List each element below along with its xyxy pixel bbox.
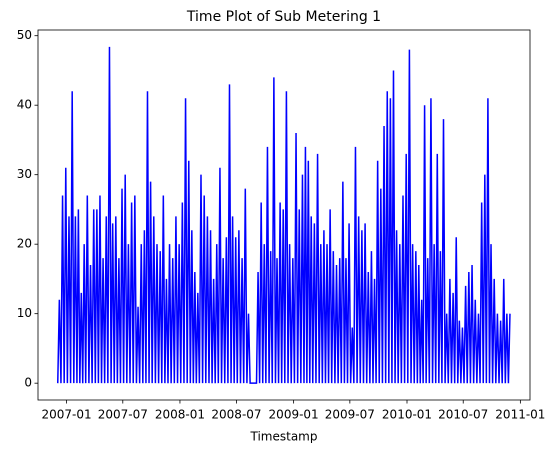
x-tick-label: 2009-07 (325, 408, 375, 422)
x-tick-label: 2010-07 (438, 408, 488, 422)
chart-title: Time Plot of Sub Metering 1 (186, 9, 381, 25)
plot-frame (37, 29, 531, 401)
y-tick-label: 10 (17, 306, 32, 320)
y-tick-label: 30 (17, 167, 32, 181)
x-tick-label: 2008-01 (155, 408, 205, 422)
x-tick-label: 2010-01 (382, 408, 432, 422)
x-tick-label: 2011-01 (495, 408, 545, 422)
y-tick-label: 40 (17, 98, 32, 112)
y-tick-label: 50 (17, 28, 32, 42)
x-tick-label: 2009-01 (269, 408, 319, 422)
x-tick-label: 2008-07 (211, 408, 261, 422)
x-axis-label: Timestamp (250, 430, 318, 444)
x-tick-label: 2007-01 (42, 408, 92, 422)
y-tick-label: 0 (24, 376, 32, 390)
data-line (57, 46, 511, 384)
y-tick-label: 20 (17, 237, 32, 251)
x-tick-label: 2007-07 (98, 408, 148, 422)
